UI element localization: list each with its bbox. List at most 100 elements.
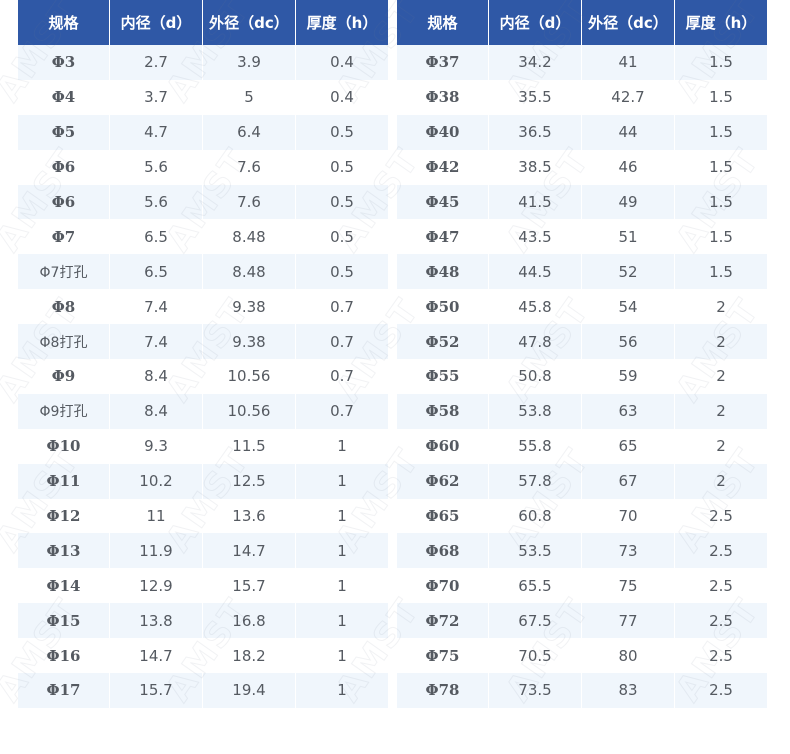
spec-cell: Φ4 — [18, 79, 110, 115]
outer-diameter-cell: 65 — [582, 428, 675, 464]
inner-diameter-cell: 13.8 — [110, 603, 203, 639]
inner-diameter-cell: 8.4 — [110, 359, 203, 394]
spec-cell: Φ50 — [397, 289, 489, 325]
outer-diameter-cell: 16.8 — [203, 603, 296, 639]
inner-diameter-cell: 4.7 — [110, 114, 203, 150]
spec-cell: Φ15 — [18, 603, 110, 639]
spec-cell: Φ65 — [397, 498, 489, 534]
inner-diameter-cell: 7.4 — [110, 324, 203, 360]
thickness-cell: 2 — [675, 428, 768, 464]
inner-diameter-cell: 50.8 — [489, 359, 582, 394]
header-spec: 规格 — [397, 0, 489, 45]
thickness-cell: 1 — [296, 603, 389, 639]
spec-cell: Φ68 — [397, 533, 489, 569]
inner-diameter-cell: 47.8 — [489, 324, 582, 360]
header-thickness: 厚度（h） — [296, 0, 389, 45]
inner-diameter-cell: 70.5 — [489, 638, 582, 674]
outer-diameter-cell: 42.7 — [582, 79, 675, 115]
outer-diameter-cell: 44 — [582, 114, 675, 150]
spec-cell: Φ52 — [397, 324, 489, 360]
spec-table-right: 规格 内径（d） 外径（dc） 厚度（h） Φ37 34.2 41 1.5 Φ38 35.… — [397, 0, 768, 708]
outer-diameter-cell: 59 — [582, 359, 675, 394]
inner-diameter-cell: 53.5 — [489, 533, 582, 569]
outer-diameter-cell: 46 — [582, 149, 675, 185]
thickness-cell: 2 — [675, 393, 768, 429]
thickness-cell: 1 — [296, 673, 389, 708]
inner-diameter-cell: 12.9 — [110, 568, 203, 604]
outer-diameter-cell: 3.9 — [203, 45, 296, 80]
outer-diameter-cell: 6.4 — [203, 114, 296, 150]
thickness-cell: 2 — [675, 324, 768, 360]
spec-cell: Φ70 — [397, 568, 489, 604]
inner-diameter-cell: 53.8 — [489, 393, 582, 429]
inner-diameter-cell: 55.8 — [489, 428, 582, 464]
thickness-cell: 0.7 — [296, 324, 389, 360]
header-spec: 规格 — [18, 0, 110, 45]
header-inner-diameter: 内径（d） — [489, 0, 582, 45]
inner-diameter-cell: 11 — [110, 498, 203, 534]
outer-diameter-cell: 8.48 — [203, 219, 296, 255]
thickness-cell: 0.7 — [296, 393, 389, 429]
spec-cell: Φ3 — [18, 45, 110, 80]
spec-cell: Φ8 — [18, 289, 110, 325]
outer-diameter-cell: 8.48 — [203, 254, 296, 290]
inner-diameter-cell: 41.5 — [489, 184, 582, 220]
header-inner-diameter: 内径（d） — [110, 0, 203, 45]
inner-diameter-cell: 5.6 — [110, 149, 203, 185]
thickness-cell: 1.5 — [675, 149, 768, 185]
inner-diameter-cell: 44.5 — [489, 254, 582, 290]
outer-diameter-cell: 19.4 — [203, 673, 296, 708]
inner-diameter-cell: 6.5 — [110, 219, 203, 255]
inner-diameter-cell: 35.5 — [489, 79, 582, 115]
spec-table-left: 规格 内径（d） 外径（dc） 厚度（h） Φ3 2.7 3.9 0.4 Φ4 3.7 5 0… — [18, 0, 389, 708]
thickness-cell: 2.5 — [675, 638, 768, 674]
thickness-cell: 2 — [675, 359, 768, 394]
outer-diameter-cell: 54 — [582, 289, 675, 325]
thickness-cell: 2.5 — [675, 603, 768, 639]
thickness-cell: 2 — [675, 463, 768, 499]
inner-diameter-cell: 7.4 — [110, 289, 203, 325]
inner-diameter-cell: 34.2 — [489, 45, 582, 80]
outer-diameter-cell: 83 — [582, 673, 675, 708]
inner-diameter-cell: 67.5 — [489, 603, 582, 639]
thickness-cell: 1 — [296, 428, 389, 464]
header-outer-diameter: 外径（dc） — [582, 0, 675, 45]
thickness-cell: 0.7 — [296, 289, 389, 325]
spec-cell: Φ17 — [18, 673, 110, 708]
inner-diameter-cell: 36.5 — [489, 114, 582, 150]
outer-diameter-cell: 13.6 — [203, 498, 296, 534]
thickness-cell: 1.5 — [675, 254, 768, 290]
inner-diameter-cell: 9.3 — [110, 428, 203, 464]
outer-diameter-cell: 63 — [582, 393, 675, 429]
inner-diameter-cell: 73.5 — [489, 673, 582, 708]
spec-cell: Φ6 — [18, 184, 110, 220]
spec-cell: Φ37 — [397, 45, 489, 80]
spec-cell: Φ5 — [18, 114, 110, 150]
spec-cell: Φ40 — [397, 114, 489, 150]
outer-diameter-cell: 14.7 — [203, 533, 296, 569]
thickness-cell: 1.5 — [675, 219, 768, 255]
outer-diameter-cell: 15.7 — [203, 568, 296, 604]
outer-diameter-cell: 7.6 — [203, 149, 296, 185]
inner-diameter-cell: 3.7 — [110, 79, 203, 115]
header-outer-diameter: 外径（dc） — [203, 0, 296, 45]
spec-cell: Φ6 — [18, 149, 110, 185]
outer-diameter-cell: 49 — [582, 184, 675, 220]
inner-diameter-cell: 38.5 — [489, 149, 582, 185]
outer-diameter-cell: 56 — [582, 324, 675, 360]
outer-diameter-cell: 10.56 — [203, 393, 296, 429]
spec-cell: Φ60 — [397, 428, 489, 464]
outer-diameter-cell: 11.5 — [203, 428, 296, 464]
thickness-cell: 0.5 — [296, 219, 389, 255]
spec-cell: Φ45 — [397, 184, 489, 220]
spec-cell: Φ8打孔 — [18, 324, 110, 360]
inner-diameter-cell: 5.6 — [110, 184, 203, 220]
inner-diameter-cell: 6.5 — [110, 254, 203, 290]
spec-cell: Φ13 — [18, 533, 110, 569]
inner-diameter-cell: 14.7 — [110, 638, 203, 674]
spec-cell: Φ48 — [397, 254, 489, 290]
spec-cell: Φ14 — [18, 568, 110, 604]
inner-diameter-cell: 11.9 — [110, 533, 203, 569]
thickness-cell: 2.5 — [675, 498, 768, 534]
spec-cell: Φ10 — [18, 428, 110, 464]
